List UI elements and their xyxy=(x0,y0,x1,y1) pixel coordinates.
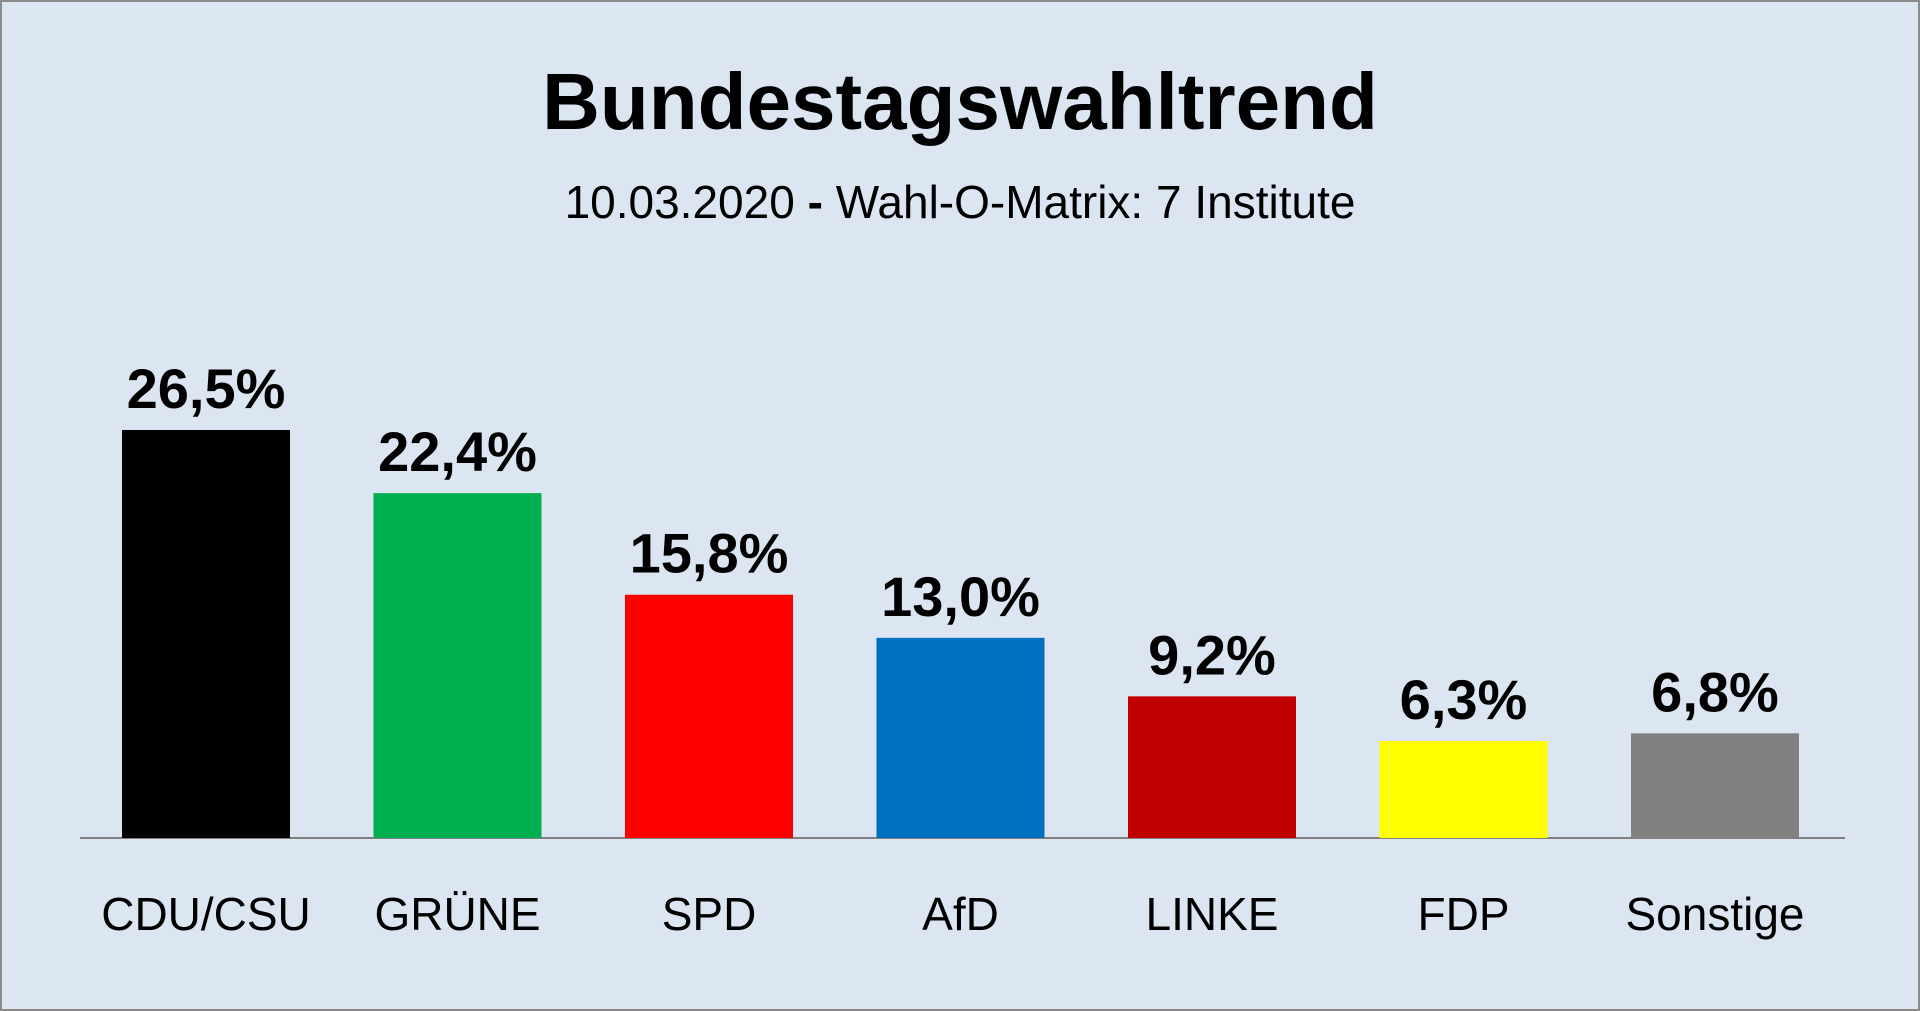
bar-afd xyxy=(876,637,1045,838)
data-label: 6,8% xyxy=(1651,660,1779,723)
bar-cdu-csu xyxy=(122,430,290,838)
subtitle-date: 10.03.2020 xyxy=(564,176,795,228)
category-label: Sonstige xyxy=(1625,888,1804,940)
data-label: 9,2% xyxy=(1148,623,1276,686)
category-label: CDU/CSU xyxy=(101,888,311,940)
category-label: LINKE xyxy=(1146,888,1279,940)
subtitle-separator: - xyxy=(807,176,823,228)
subtitle-source: Wahl-O-Matrix: 7 Institute xyxy=(835,176,1356,228)
data-label: 15,8% xyxy=(630,522,789,585)
chart-title: Bundestagswahltrend xyxy=(542,57,1378,146)
bar-linke xyxy=(1128,696,1296,838)
data-label: 6,3% xyxy=(1400,668,1528,731)
data-label: 22,4% xyxy=(378,420,537,483)
bar-fdp xyxy=(1379,741,1548,838)
chart-subtitle: 10.03.2020 - Wahl-O-Matrix: 7 Institute xyxy=(0,172,1920,232)
bar-gr-ne xyxy=(373,493,542,838)
category-label: FDP xyxy=(1418,888,1510,940)
bar-spd xyxy=(625,594,793,838)
data-label: 26,5% xyxy=(127,357,286,420)
category-label: AfD xyxy=(922,888,999,940)
category-label: SPD xyxy=(662,888,757,940)
bar-sonstige xyxy=(1631,733,1799,838)
data-label: 13,0% xyxy=(881,565,1040,628)
category-label: GRÜNE xyxy=(374,888,540,940)
